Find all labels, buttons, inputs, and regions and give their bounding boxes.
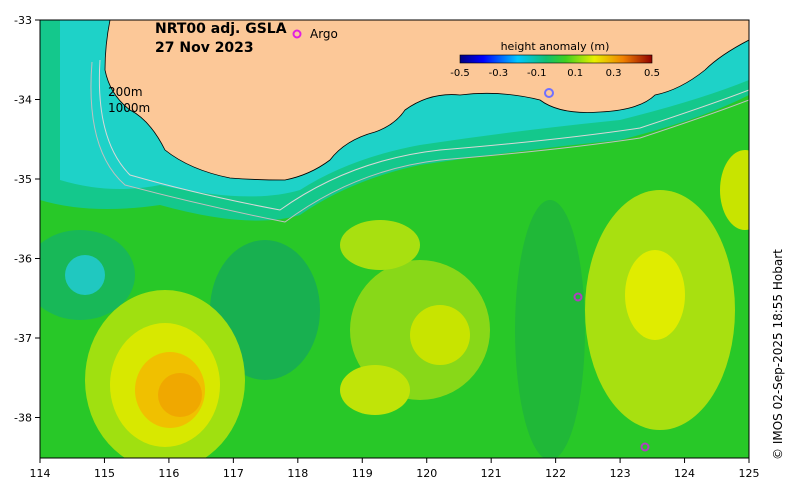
argo-legend-icon — [292, 29, 302, 39]
x-tick-label: 115 — [94, 467, 115, 480]
colorbar-tick-label: -0.5 — [450, 68, 470, 79]
isobath-label-1000m: 1000m — [108, 101, 150, 115]
sla-high-mid-core — [410, 305, 470, 365]
sla-high-south — [340, 365, 410, 415]
x-tick-label: 123 — [610, 467, 631, 480]
isobath-1000m — [90, 61, 749, 223]
x-axis-ticks: 114 115 116 117 118 119 120 121 122 123 124 125 — [30, 458, 760, 480]
colorbar-tick-label: 0.3 — [606, 68, 622, 79]
sla-high-sw-core — [158, 373, 202, 417]
y-tick-label: -38 — [14, 412, 32, 425]
sla-high-east-core — [625, 250, 685, 340]
x-tick-label: 124 — [674, 467, 695, 480]
argo-float-marker — [640, 442, 650, 452]
x-tick-label: 125 — [739, 467, 760, 480]
copyright-label: © IMOS 02-Sep-2025 18:55 Hobart — [771, 249, 785, 460]
argo-legend-label: Argo — [310, 27, 338, 41]
isobath-label-200m: 200m — [108, 85, 143, 99]
y-tick-label: -35 — [14, 173, 32, 186]
y-tick-label: -33 — [14, 14, 32, 27]
colorbar-tick-label: 0.5 — [644, 68, 660, 79]
colorbar — [459, 54, 653, 64]
x-tick-label: 117 — [223, 467, 244, 480]
colorbar-ticks: -0.5 -0.3 -0.1 0.1 0.3 0.5 — [450, 68, 660, 79]
plot-frame — [39, 19, 750, 459]
y-axis-ticks: -33 -34 -35 -36 -37 -38 — [14, 14, 40, 425]
ocean-field — [40, 20, 749, 458]
y-tick-label: -36 — [14, 253, 32, 266]
x-tick-label: 120 — [416, 467, 437, 480]
x-tick-label: 122 — [545, 467, 566, 480]
argo-float-marker — [544, 88, 554, 98]
colorbar-tick-label: 0.1 — [567, 68, 583, 79]
x-tick-label: 116 — [158, 467, 179, 480]
colorbar-tick-label: -0.3 — [489, 68, 509, 79]
sla-channel — [515, 200, 585, 458]
sla-high-far-east — [720, 150, 749, 230]
x-tick-label: 121 — [481, 467, 502, 480]
y-tick-label: -34 — [14, 94, 32, 107]
x-tick-label: 114 — [30, 467, 51, 480]
colorbar-title: height anomaly (m) — [501, 40, 610, 53]
y-tick-label: -37 — [14, 332, 32, 345]
argo-float-marker — [573, 292, 583, 302]
x-tick-label: 119 — [352, 467, 373, 480]
map-title-line1: NRT00 adj. GSLA — [155, 21, 287, 37]
isobath-200m — [98, 59, 749, 211]
sla-high-north — [340, 220, 420, 270]
sla-eddy-west-core — [65, 255, 105, 295]
colorbar-tick-label: -0.1 — [527, 68, 547, 79]
x-tick-label: 118 — [287, 467, 308, 480]
map-title-line2: 27 Nov 2023 — [155, 40, 254, 56]
